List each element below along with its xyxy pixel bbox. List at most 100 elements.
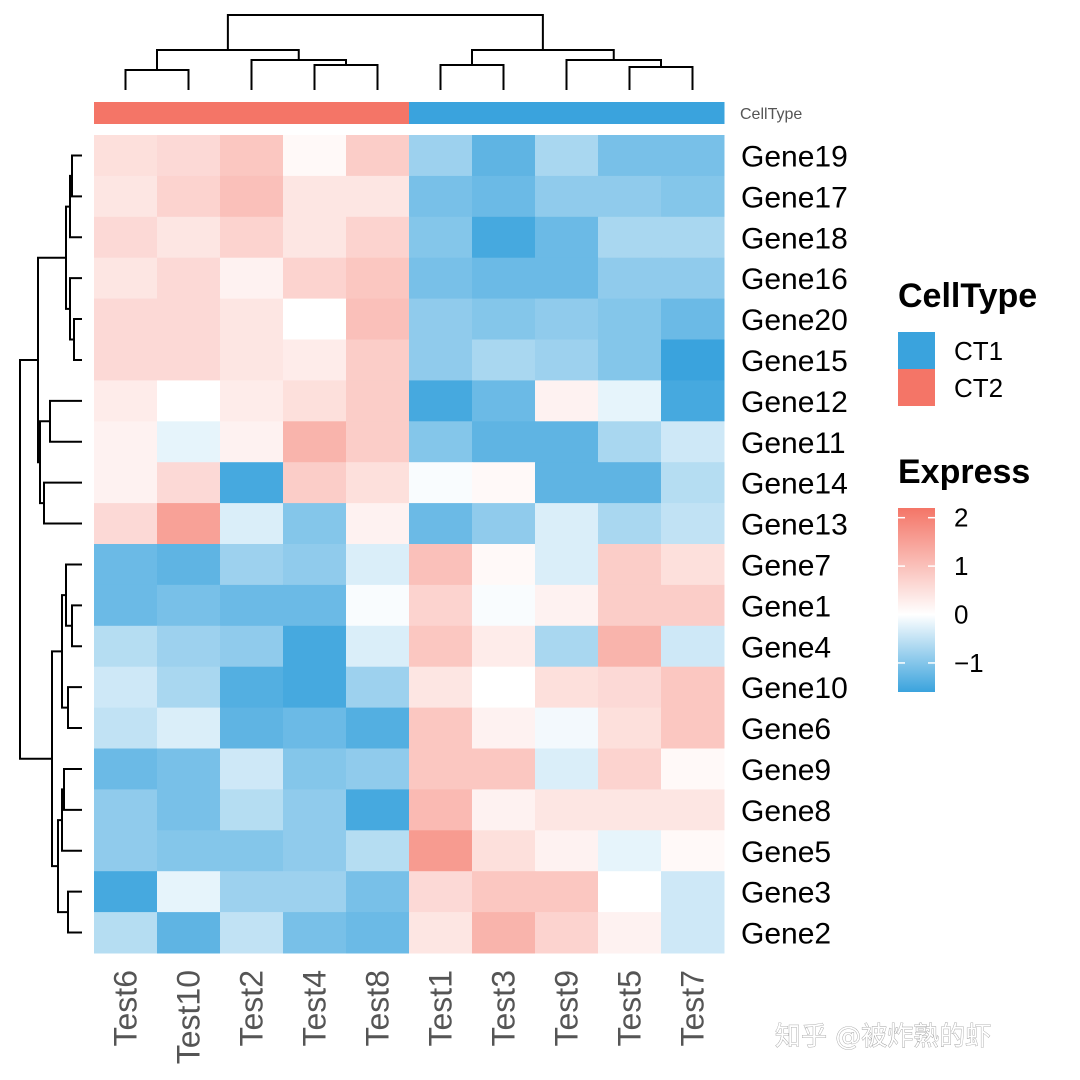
express-tick-label: −1 — [954, 648, 984, 678]
heatmap-cell — [220, 748, 284, 790]
heatmap-cell — [157, 871, 221, 913]
heatmap-cell — [472, 135, 536, 177]
heatmap-cell — [220, 135, 284, 177]
heatmap-cell — [598, 625, 662, 668]
heatmap-cell — [94, 175, 158, 218]
heatmap-cell — [220, 707, 284, 749]
row-label: Gene3 — [741, 877, 831, 910]
heatmap-cell — [94, 584, 158, 627]
heatmap-cell — [535, 584, 599, 627]
heatmap-cell — [598, 135, 662, 177]
heatmap-cell — [409, 298, 473, 340]
row-label: Gene5 — [741, 836, 831, 869]
express-tick-label: 1 — [954, 551, 968, 581]
row-label: Gene18 — [741, 222, 848, 255]
heatmap-cell — [220, 625, 284, 668]
heatmap-cell — [283, 503, 347, 545]
row-label: Gene16 — [741, 263, 848, 296]
column-label: Test3 — [486, 970, 522, 1046]
heatmap-cell — [94, 380, 158, 422]
heatmap-cell — [220, 544, 284, 586]
heatmap-cell — [598, 789, 662, 831]
heatmap-cell — [157, 830, 221, 872]
column-label: Test4 — [297, 970, 333, 1046]
heatmap-cell — [157, 544, 221, 586]
heatmap-cell — [157, 216, 221, 259]
heatmap-cell — [94, 298, 158, 340]
dendrogram-branch — [69, 277, 82, 341]
annotation-cell — [661, 102, 725, 124]
heatmap-cell — [220, 380, 284, 422]
heatmap-cell — [535, 544, 599, 586]
heatmap-cell — [409, 135, 473, 177]
heatmap-cell — [598, 339, 662, 381]
heatmap-cell — [346, 871, 410, 913]
annotation-cell — [535, 102, 599, 124]
heatmap-cell — [472, 503, 536, 545]
heatmap-cell — [661, 912, 725, 954]
column-label: Test8 — [360, 970, 396, 1046]
dendrogram-branch — [67, 686, 82, 730]
heatmap-cell — [157, 380, 221, 422]
heatmap-cell — [346, 175, 410, 218]
heatmap-cell — [535, 298, 599, 340]
heatmap-cell — [535, 707, 599, 749]
dendrogram-branch — [49, 399, 82, 443]
heatmap-cell — [535, 339, 599, 381]
dendrogram-branch — [226, 14, 544, 50]
heatmap-cell — [598, 912, 662, 954]
heatmap-cell — [661, 135, 725, 177]
dendrogram-branch — [63, 767, 82, 811]
heatmap-cell — [535, 175, 599, 218]
heatmap-cell — [283, 830, 347, 872]
heatmap-cell — [346, 339, 410, 381]
heatmap-cell — [535, 380, 599, 422]
heatmap-cell — [346, 666, 410, 709]
heatmap-cell — [472, 830, 536, 872]
heatmap-cell — [661, 707, 725, 749]
heatmap-cell — [283, 298, 347, 340]
heatmap-cell — [598, 421, 662, 463]
row-label: Gene14 — [741, 468, 848, 501]
express-colorbar — [898, 508, 935, 692]
heatmap-cell — [220, 584, 284, 627]
row-dendrogram — [19, 154, 82, 934]
celltype-legend: CellType CT1 CT2 — [898, 277, 1037, 406]
heatmap-cell — [409, 789, 473, 831]
heatmap-cell — [94, 625, 158, 668]
column-label: Test1 — [423, 970, 459, 1046]
heatmap-cell — [94, 789, 158, 831]
heatmap-cell — [661, 748, 725, 790]
row-label: Gene13 — [741, 509, 848, 542]
heatmap-cell — [598, 462, 662, 504]
heatmap-cell — [535, 135, 599, 177]
heatmap-cell — [409, 584, 473, 627]
row-label: Gene9 — [741, 754, 831, 787]
row-label: Gene6 — [741, 713, 831, 746]
heatmap-cell — [661, 789, 725, 831]
heatmap-cell — [283, 912, 347, 954]
dendrogram-branch — [313, 64, 379, 90]
dendrogram-branch — [124, 69, 190, 90]
heatmap-cell — [598, 748, 662, 790]
heatmap-cell — [94, 707, 158, 749]
row-label: Gene10 — [741, 672, 848, 705]
heatmap-cell — [94, 830, 158, 872]
heatmap-cell — [220, 339, 284, 381]
heatmap-cell — [157, 666, 221, 709]
heatmap-cell — [661, 298, 725, 340]
legend-swatch-ct2 — [898, 369, 935, 406]
heatmap-cell — [661, 175, 725, 218]
heatmap-cell — [598, 544, 662, 586]
heatmap-cell — [157, 421, 221, 463]
heatmap-cell — [661, 462, 725, 504]
express-legend: Express 2 1 0 −1 — [898, 453, 1030, 692]
heatmap-cell — [535, 912, 599, 954]
dendrogram-branch — [19, 358, 52, 760]
column-label: Test5 — [612, 970, 648, 1046]
heatmap-cell — [346, 830, 410, 872]
heatmap-cell — [472, 707, 536, 749]
heatmap-cell — [283, 175, 347, 218]
heatmap-cell — [661, 216, 725, 259]
heatmap-cell — [283, 748, 347, 790]
